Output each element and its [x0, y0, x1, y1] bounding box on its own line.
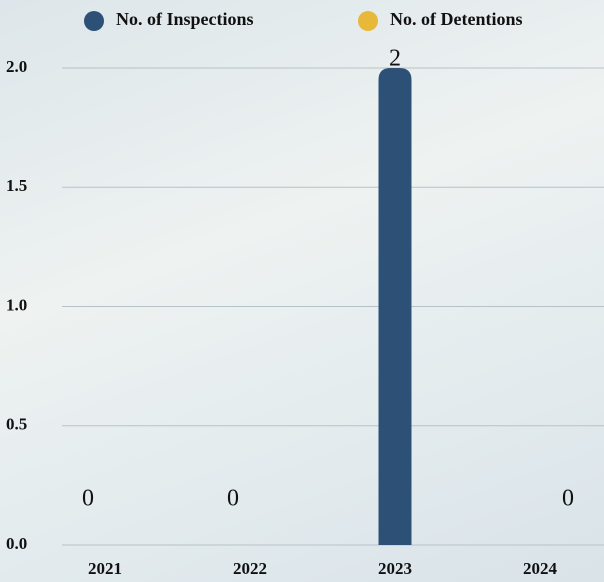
legend-label: No. of Inspections — [116, 9, 254, 29]
value-label: 0 — [227, 486, 239, 512]
legend-marker — [358, 11, 378, 31]
y-tick-label: 0.5 — [6, 415, 27, 434]
bar — [378, 68, 412, 545]
x-tick-label: 2023 — [378, 559, 412, 578]
value-label: 0 — [562, 486, 574, 512]
x-tick-label: 2021 — [88, 559, 122, 578]
legend-label: No. of Detentions — [390, 9, 523, 29]
value-label: 2 — [389, 46, 401, 72]
y-tick-label: 0.0 — [6, 534, 27, 553]
y-tick-label: 1.5 — [6, 176, 27, 195]
value-label: 0 — [82, 486, 94, 512]
x-tick-label: 2022 — [233, 559, 267, 578]
y-tick-label: 1.0 — [6, 295, 27, 314]
legend-marker — [84, 11, 104, 31]
y-tick-label: 2.0 — [6, 57, 27, 76]
x-tick-label: 2024 — [523, 559, 558, 578]
